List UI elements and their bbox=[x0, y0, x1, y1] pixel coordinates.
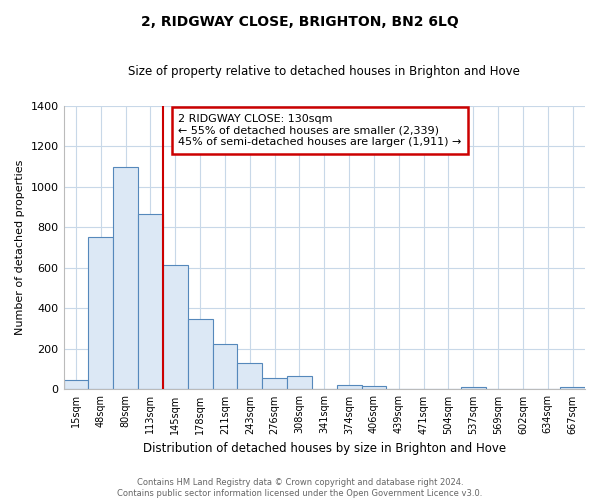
Bar bbox=[113, 168, 138, 390]
Bar bbox=[386, 389, 411, 390]
Bar bbox=[362, 386, 386, 390]
Bar bbox=[64, 380, 88, 390]
Text: 2, RIDGWAY CLOSE, BRIGHTON, BN2 6LQ: 2, RIDGWAY CLOSE, BRIGHTON, BN2 6LQ bbox=[141, 15, 459, 29]
Bar bbox=[163, 264, 188, 390]
Bar bbox=[188, 319, 212, 390]
Bar bbox=[461, 388, 485, 390]
Bar bbox=[238, 363, 262, 390]
Y-axis label: Number of detached properties: Number of detached properties bbox=[15, 160, 25, 335]
Text: 2 RIDGWAY CLOSE: 130sqm
← 55% of detached houses are smaller (2,339)
45% of semi: 2 RIDGWAY CLOSE: 130sqm ← 55% of detache… bbox=[178, 114, 461, 148]
Bar bbox=[337, 386, 362, 390]
X-axis label: Distribution of detached houses by size in Brighton and Hove: Distribution of detached houses by size … bbox=[143, 442, 506, 455]
Bar bbox=[560, 388, 585, 390]
Bar bbox=[88, 238, 113, 390]
Bar bbox=[212, 344, 238, 390]
Title: Size of property relative to detached houses in Brighton and Hove: Size of property relative to detached ho… bbox=[128, 65, 520, 78]
Bar bbox=[138, 214, 163, 390]
Text: Contains HM Land Registry data © Crown copyright and database right 2024.
Contai: Contains HM Land Registry data © Crown c… bbox=[118, 478, 482, 498]
Bar bbox=[262, 378, 287, 390]
Bar bbox=[287, 376, 312, 390]
